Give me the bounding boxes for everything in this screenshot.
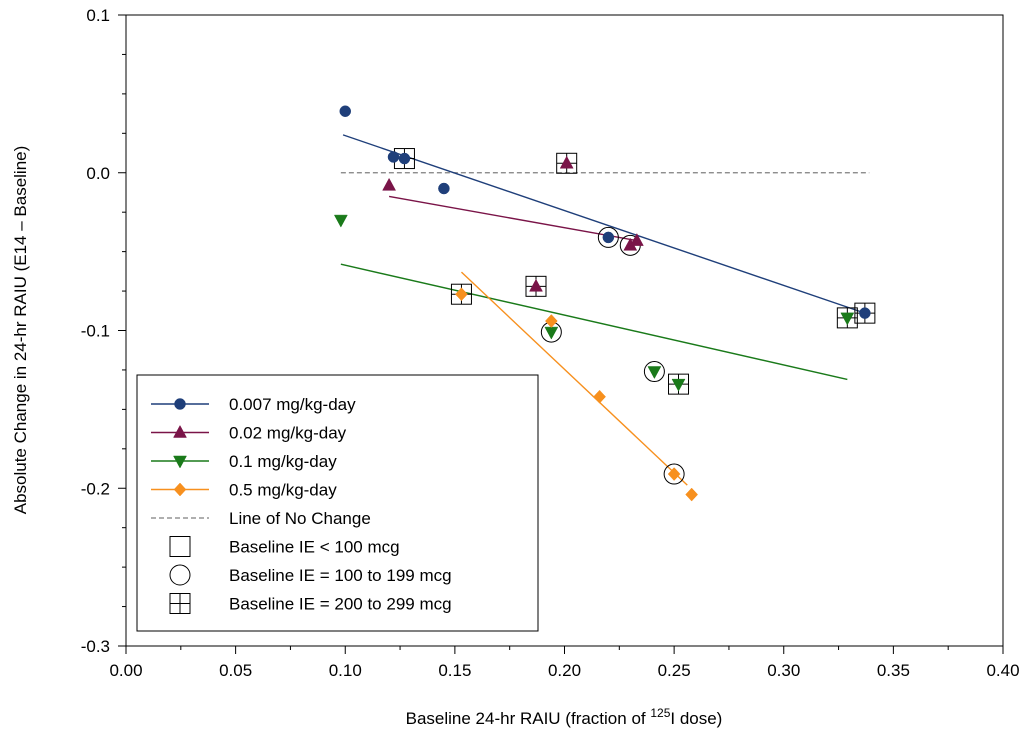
data-points-layer xyxy=(333,105,871,502)
legend-label: Line of No Change xyxy=(229,509,371,528)
legend-label: Baseline IE = 100 to 199 mcg xyxy=(229,566,452,585)
x-axis-title-sup: 125 xyxy=(650,706,670,720)
x-tick-label: 0.00 xyxy=(109,661,142,680)
x-axis-title-post: I dose) xyxy=(670,709,722,728)
legend-ie-marker xyxy=(169,564,191,586)
point-series-1-2 xyxy=(529,278,543,292)
point-series-0-2 xyxy=(398,152,411,165)
x-tick-label: 0.10 xyxy=(329,661,362,680)
x-tick-label: 0.30 xyxy=(767,661,800,680)
legend-marker xyxy=(173,424,187,438)
x-axis-title-pre: Baseline 24-hr RAIU (fraction of xyxy=(406,709,651,728)
x-tick-label: 0.20 xyxy=(548,661,581,680)
point-series-0-4 xyxy=(602,231,615,244)
x-axis: 0.00 0.05 0.10 0.15 0.20 0.25 0.30 0.35 0.40 xyxy=(109,646,1020,680)
point-series-2-2 xyxy=(647,366,662,380)
ie-marker-100-199 xyxy=(597,226,619,248)
point-series-0-0 xyxy=(339,105,351,117)
legend-marker xyxy=(173,455,187,469)
point-series-3-0 xyxy=(455,287,468,302)
point-series-0-5 xyxy=(859,307,871,319)
y-tick-label: -0.3 xyxy=(81,637,110,656)
legend-marker xyxy=(174,398,186,410)
point-series-2-4 xyxy=(840,312,855,326)
fit-line-series-2 xyxy=(340,263,848,381)
point-series-2-3 xyxy=(671,378,686,392)
fit-line-series-3 xyxy=(460,271,688,486)
point-series-1-0 xyxy=(382,177,397,191)
legend-marker xyxy=(173,482,187,497)
y-axis-title: Absolute Change in 24-hr RAIU (E14 – Bas… xyxy=(11,146,30,515)
x-tick-label: 0.40 xyxy=(986,661,1019,680)
legend-label: Baseline IE < 100 mcg xyxy=(229,538,400,557)
point-series-3-3 xyxy=(667,467,681,481)
legend-ie-marker xyxy=(169,536,191,557)
ie-marker-100-199 xyxy=(663,463,685,485)
point-series-1-1 xyxy=(559,155,574,169)
legend-box xyxy=(136,374,539,632)
fit-line-series-0 xyxy=(342,134,866,314)
y-tick-label: 0.1 xyxy=(86,6,110,25)
point-series-2-1 xyxy=(544,326,559,340)
legend-ie-marker xyxy=(169,593,191,614)
point-series-2-0 xyxy=(333,214,348,228)
x-tick-label: 0.35 xyxy=(877,661,910,680)
fit-line-series-1 xyxy=(388,195,637,242)
point-series-3-1 xyxy=(545,314,558,328)
x-tick-label: 0.25 xyxy=(658,661,691,680)
y-tick-label: -0.1 xyxy=(81,322,110,341)
point-series-3-4 xyxy=(685,487,699,502)
legend: 0.007 mg/kg-day 0.02 mg/kg-day 0.1 mg/kg-d… xyxy=(151,395,452,614)
point-series-1-4 xyxy=(629,233,644,246)
y-tick-label: -0.2 xyxy=(81,479,110,498)
legend-label: Baseline IE = 200 to 299 mcg xyxy=(229,595,452,614)
point-series-0-1 xyxy=(387,151,400,163)
legend-label: 0.02 mg/kg-day xyxy=(229,424,347,443)
y-axis: 0.1 0.0 -0.1 -0.2 -0.3 xyxy=(81,6,126,656)
legend-label: 0.1 mg/kg-day xyxy=(229,452,337,471)
point-series-0-3 xyxy=(438,182,450,195)
x-axis-title: Baseline 24-hr RAIU (fraction of 125I do… xyxy=(406,706,723,728)
fit-lines-layer xyxy=(340,134,866,486)
legend-label: 0.5 mg/kg-day xyxy=(229,481,337,500)
point-series-3-2 xyxy=(593,389,606,404)
x-tick-label: 0.05 xyxy=(219,661,252,680)
ie-marker-100-199 xyxy=(643,361,665,383)
legend-label: 0.007 mg/kg-day xyxy=(229,395,356,414)
y-tick-label: 0.0 xyxy=(86,164,110,183)
x-tick-label: 0.15 xyxy=(438,661,471,680)
